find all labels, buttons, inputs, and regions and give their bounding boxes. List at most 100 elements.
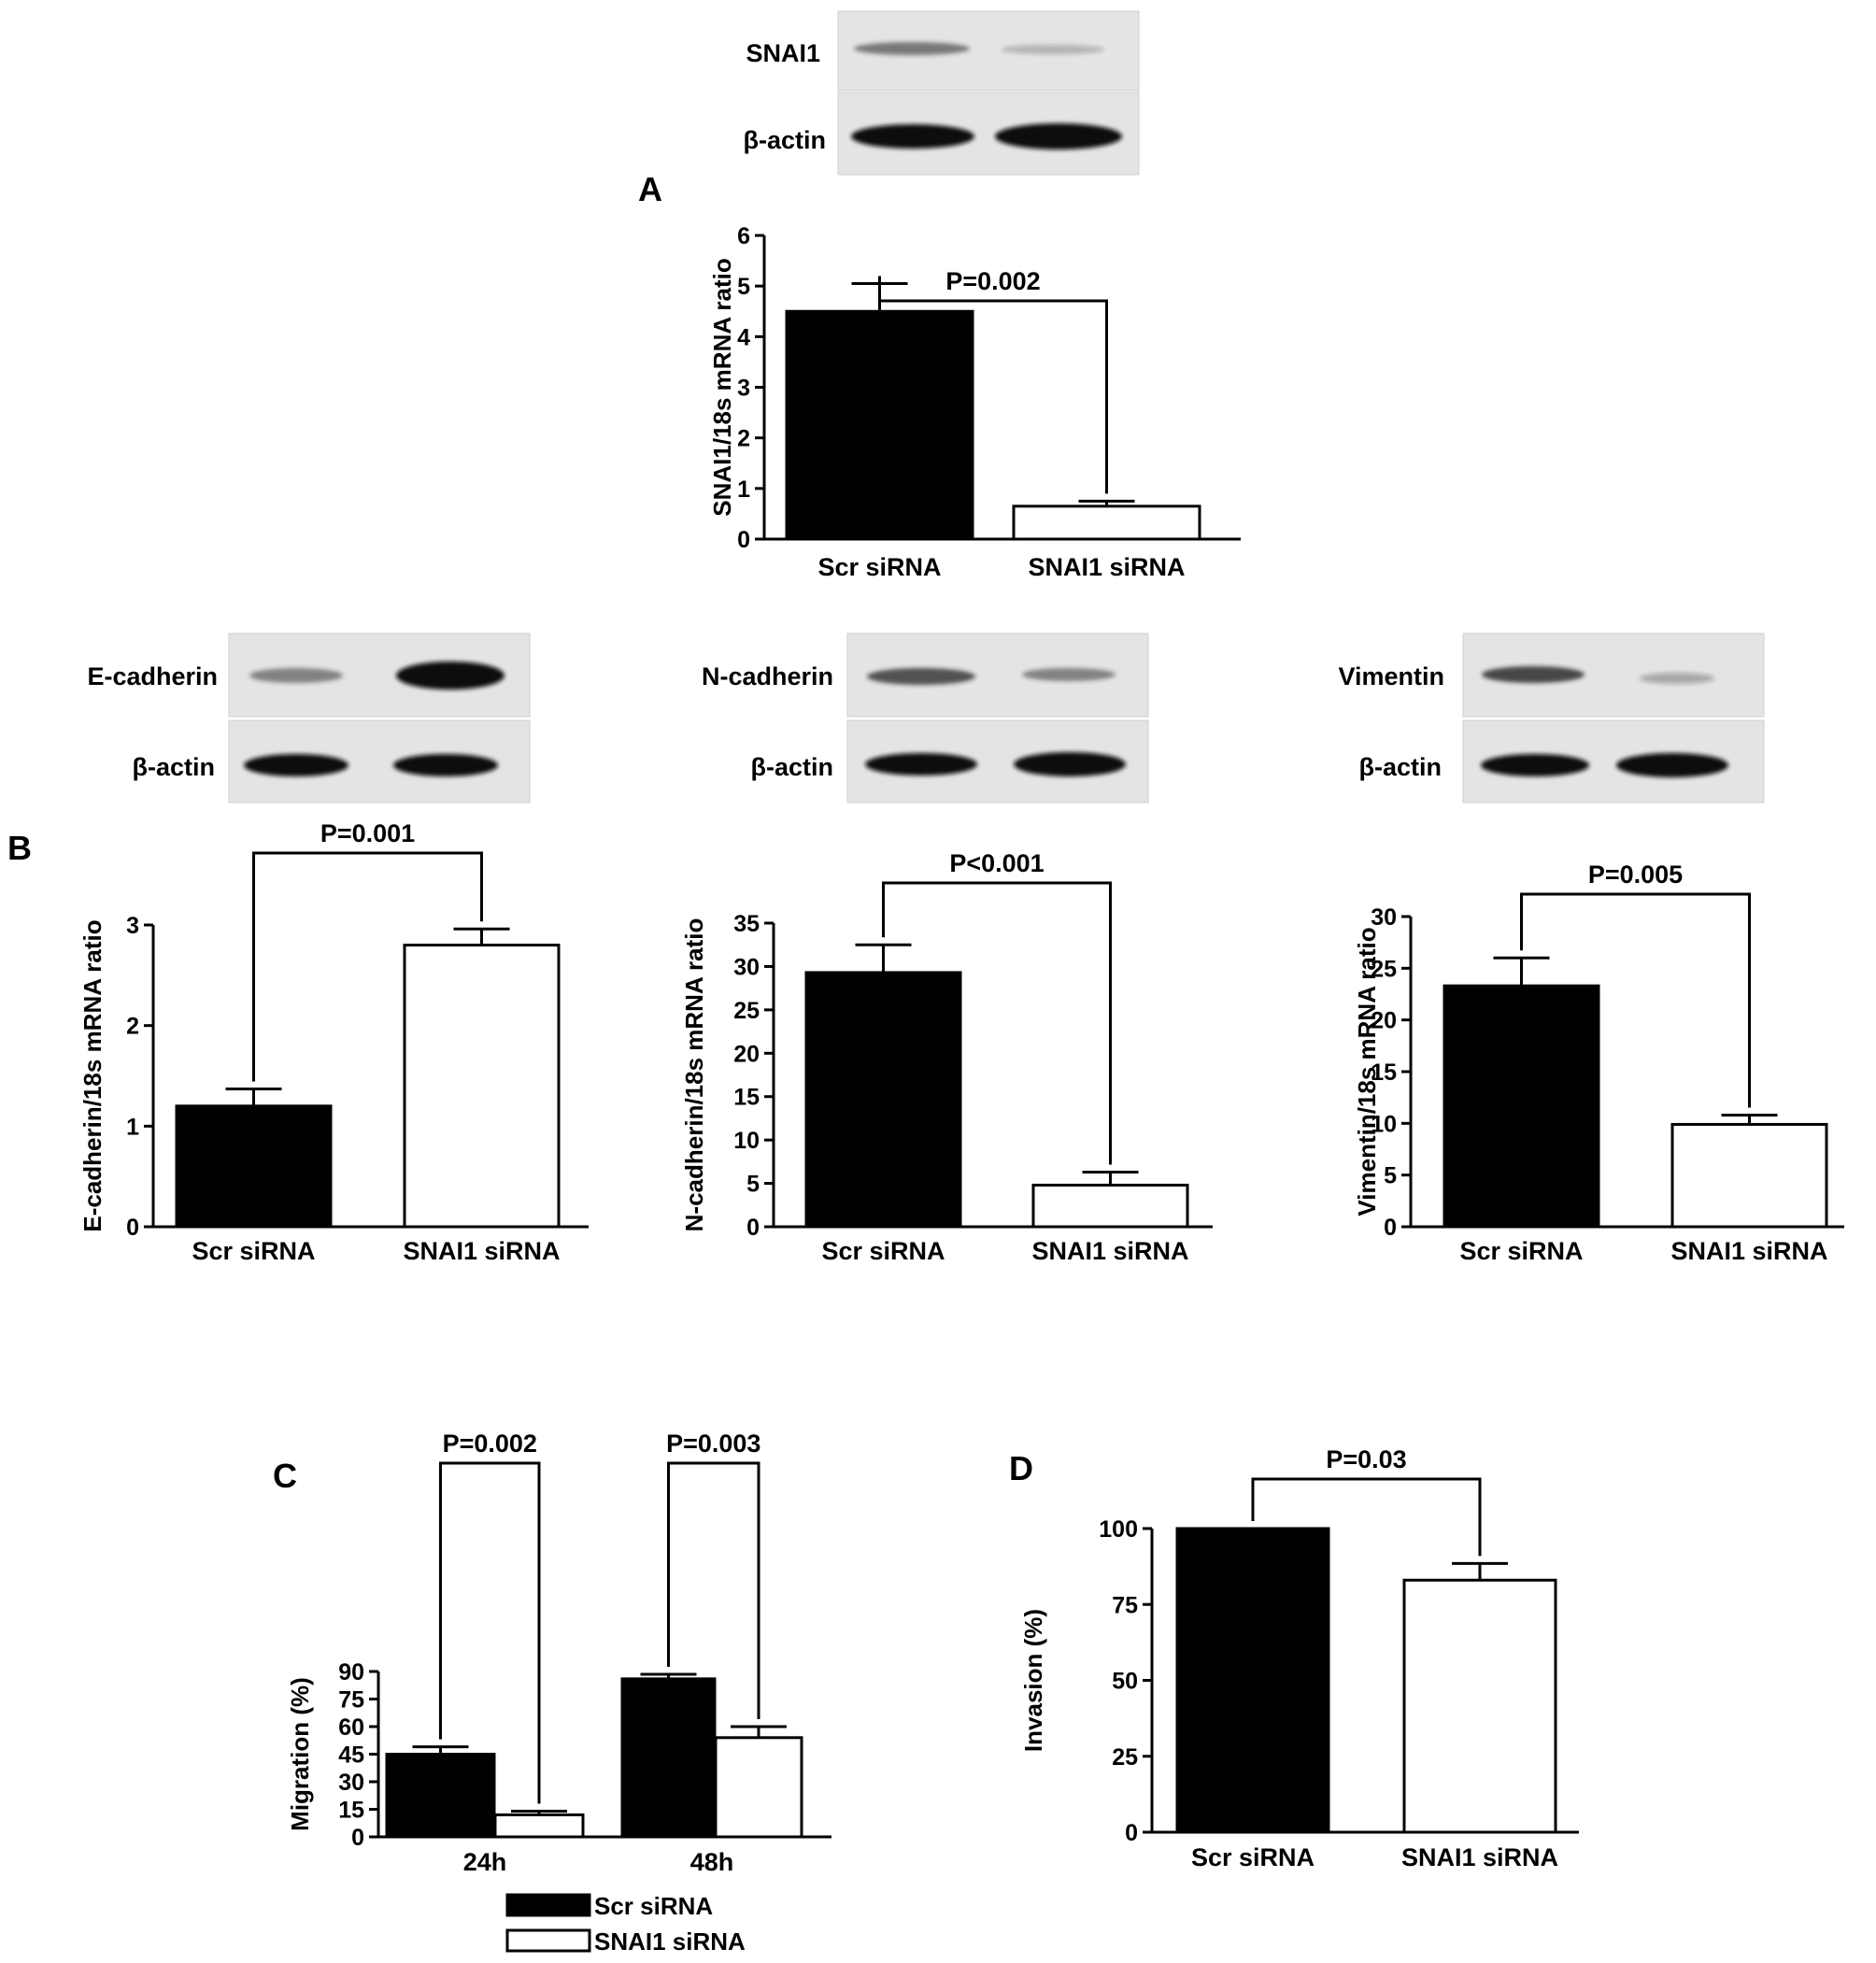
- y-tick-label: 2: [737, 426, 750, 452]
- band-actin-kd: [1014, 752, 1126, 776]
- blot-label-bottom: β-actin: [751, 753, 834, 781]
- y-axis-label: Migration (%): [286, 1677, 314, 1831]
- legend-swatch: [505, 1893, 591, 1917]
- y-tick-label: 3: [737, 376, 750, 402]
- y-tick-label: 2: [126, 1014, 139, 1040]
- legend-label: Scr siRNA: [594, 1892, 713, 1920]
- y-axis-label: Vimentin/18s mRNA ratio: [1353, 927, 1381, 1216]
- panel-letter-b: B: [7, 829, 32, 867]
- y-tick-label: 0: [126, 1215, 139, 1241]
- y-tick-label: 60: [338, 1714, 364, 1741]
- band-ecad-kd: [396, 661, 505, 690]
- panel-letter-d: D: [1009, 1449, 1033, 1487]
- bar-0: [175, 1104, 333, 1229]
- x-category-label: SNAI1 siRNA: [1031, 1237, 1188, 1265]
- bar-1: [1402, 1578, 1557, 1834]
- blot-label-top: E-cadherin: [87, 662, 218, 690]
- p-value-label: P=0.001: [320, 819, 415, 847]
- p-value-label: P=0.002: [443, 1430, 537, 1458]
- x-category-label: Scr siRNA: [1191, 1843, 1315, 1871]
- legend-swatch: [505, 1928, 591, 1953]
- bar-0: [785, 309, 974, 541]
- significance-bracket: [1520, 892, 1751, 1108]
- bar-0: [804, 971, 962, 1229]
- blot-label-bottom: β-actin: [1359, 753, 1443, 781]
- band-actin-kd: [1616, 753, 1728, 777]
- y-tick-label: 4: [737, 324, 750, 350]
- y-tick-label: 100: [1099, 1516, 1138, 1543]
- p-value-label: P<0.001: [949, 849, 1044, 877]
- bar-1: [403, 944, 561, 1229]
- y-tick-label: 0: [746, 1215, 760, 1241]
- p-value-label: P=0.003: [666, 1430, 760, 1458]
- panel-letter-c: C: [273, 1457, 297, 1495]
- x-category-label: 48h: [690, 1848, 734, 1876]
- chart-d: 0 25 50 75 100 Scr siRNA SNAI1 siRNA Invasion (…: [1019, 1445, 1579, 1871]
- bar-scr-sirna-24h: [385, 1753, 496, 1839]
- bar-0: [1443, 984, 1600, 1229]
- significance-bracket: [439, 1461, 541, 1804]
- y-tick-label: 3: [126, 913, 139, 939]
- band-snai1-kd: [1002, 45, 1104, 54]
- y-axis-label: N-cadherin/18s mRNA ratio: [680, 918, 708, 1232]
- significance-bracket: [252, 851, 483, 1082]
- y-axis-label: SNAI1/18s mRNA ratio: [708, 258, 736, 516]
- y-tick-label: 5: [737, 274, 750, 300]
- band-ncad-scr: [867, 668, 975, 685]
- y-axis-label: Invasion (%): [1019, 1609, 1047, 1752]
- band-actin-scr: [244, 754, 348, 776]
- y-tick-label: 30: [338, 1770, 364, 1796]
- p-value-label: P=0.03: [1326, 1445, 1406, 1473]
- y-tick-label: 15: [338, 1798, 364, 1824]
- significance-bracket: [878, 276, 1108, 494]
- x-category-label: Scr siRNA: [817, 553, 941, 581]
- x-category-label: SNAI1 siRNA: [1028, 553, 1185, 581]
- p-value-label: P=0.002: [945, 267, 1040, 295]
- x-category-label: SNAI1 siRNA: [1401, 1843, 1558, 1871]
- y-tick-label: 45: [338, 1743, 364, 1769]
- y-tick-label: 50: [1112, 1669, 1138, 1695]
- bar-scr-sirna-48h: [620, 1677, 717, 1839]
- y-tick-label: 75: [1112, 1592, 1138, 1618]
- blot-snai1: SNAI1 β-actin: [744, 10, 1140, 176]
- y-tick-label: 0: [1125, 1820, 1138, 1846]
- panel-letter-a: A: [638, 170, 662, 208]
- bar-0: [1175, 1527, 1330, 1834]
- band-vim-kd: [1640, 673, 1714, 684]
- x-category-label: 24h: [463, 1848, 507, 1876]
- legend-label: SNAI1 siRNA: [594, 1927, 746, 1956]
- y-tick-label: 5: [1384, 1163, 1397, 1189]
- x-category-label: SNAI1 siRNA: [403, 1237, 560, 1265]
- band-ncad-kd: [1022, 668, 1116, 681]
- blot-label-top: SNAI1: [746, 39, 820, 67]
- x-category-label: Scr siRNA: [1459, 1237, 1583, 1265]
- y-axis-label: E-cadherin/18s mRNA ratio: [78, 919, 107, 1231]
- bar-snai1-sirna-48h: [714, 1736, 803, 1839]
- y-tick-label: 25: [1112, 1744, 1138, 1771]
- blot-n-cadherin: N-cadherin β-actin: [702, 633, 1149, 804]
- blot-vimentin: Vimentin β-actin: [1338, 633, 1765, 804]
- p-value-label: P=0.005: [1588, 861, 1683, 889]
- x-category-label: SNAI1 siRNA: [1670, 1237, 1827, 1265]
- y-tick-label: 25: [1371, 956, 1397, 982]
- y-tick-label: 0: [737, 527, 750, 553]
- band-ecad-scr: [249, 668, 343, 683]
- band-actin-scr: [1481, 754, 1589, 776]
- chart-a: 0 1 2 3 4 5 6 Scr siRNA SNAI1 siRNA SNAI1/18s mRN…: [708, 223, 1241, 581]
- y-tick-label: 20: [1371, 1008, 1397, 1034]
- y-tick-label: 15: [733, 1085, 760, 1111]
- significance-bracket: [882, 881, 1112, 1165]
- band-actin-scr: [851, 124, 974, 149]
- y-tick-label: 30: [733, 954, 760, 980]
- blot-label-bottom: β-actin: [133, 753, 216, 781]
- y-tick-label: 0: [351, 1825, 364, 1851]
- band-actin-kd: [393, 754, 498, 776]
- bar-1: [1670, 1122, 1828, 1229]
- y-tick-label: 1: [126, 1114, 139, 1140]
- chart-b2: 0 5 10 15 20 25 30 35 Scr siRNA SNAI1 siRNA N-cadh…: [680, 849, 1213, 1265]
- y-tick-label: 35: [733, 911, 760, 937]
- bar-snai1-sirna-24h: [493, 1813, 585, 1839]
- y-tick-label: 0: [1384, 1215, 1397, 1241]
- bar-1: [1031, 1183, 1189, 1229]
